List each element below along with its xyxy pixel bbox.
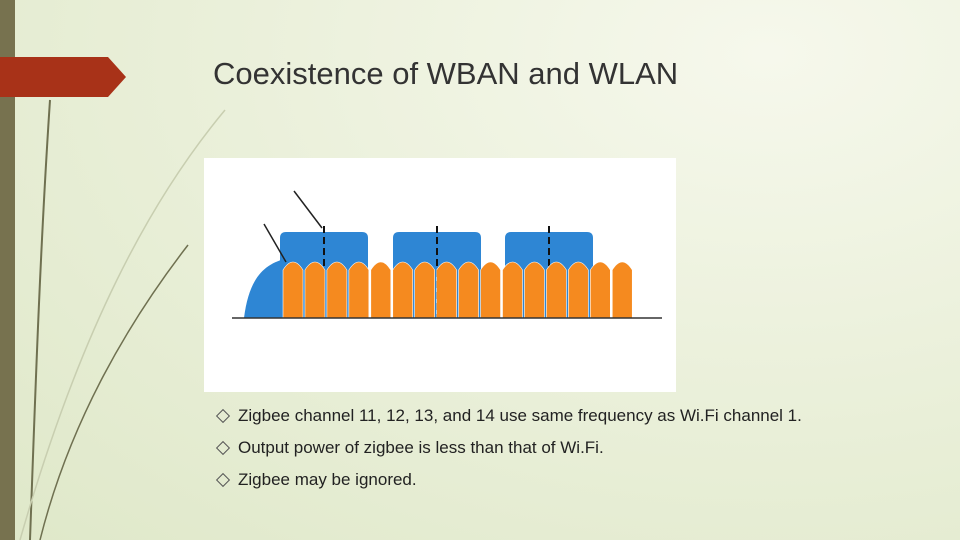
zigbee-hump: [590, 261, 611, 319]
deco-line: [29, 99, 51, 540]
bullet: Zigbee channel 11, 12, 13, and 14 use sa…: [238, 406, 802, 425]
zigbee-hump: [370, 261, 392, 319]
arrow: [293, 190, 323, 229]
side-bar: [0, 0, 15, 540]
zigbee-hump: [326, 261, 348, 319]
zigbee-hump: [480, 261, 501, 319]
bullet: Output power of zigbee is less than that…: [238, 438, 604, 457]
zigbee-hump: [546, 261, 567, 319]
title-tab: [0, 57, 126, 97]
title: Coexistence of WBAN and WLAN: [213, 56, 679, 91]
zigbee-hump: [502, 261, 523, 319]
zigbee-hump: [282, 261, 304, 319]
zigbee-hump: [304, 261, 326, 319]
zigbee-hump: [458, 261, 479, 319]
deco-line: [39, 244, 189, 540]
zigbee-hump: [611, 261, 633, 319]
deco-line: [19, 109, 226, 540]
wifi-shoulder: [244, 258, 289, 318]
zigbee-hump: [524, 261, 545, 319]
zigbee-hump: [348, 261, 370, 319]
bullet: Zigbee may be ignored.: [238, 470, 417, 489]
arrow: [263, 223, 287, 263]
zigbee-hump: [414, 261, 435, 319]
zigbee-hump: [436, 261, 457, 319]
zigbee-hump: [392, 261, 414, 319]
figure: [204, 158, 676, 392]
zigbee-hump: [568, 261, 589, 319]
